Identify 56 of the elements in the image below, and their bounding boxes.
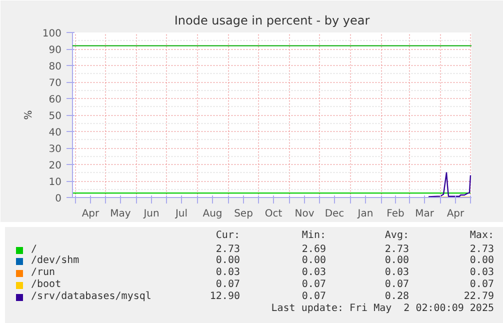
x-tick-label: Oct — [264, 208, 282, 220]
text: 2.69 — [302, 244, 326, 256]
text: 0.00 — [216, 255, 240, 267]
x-tick-label: Jan — [356, 208, 374, 220]
text: 0.07 — [384, 279, 409, 291]
text: Max: — [470, 230, 494, 242]
text: 0.07 — [302, 291, 326, 303]
text: 0.07 — [216, 279, 240, 291]
text: 0.00 — [302, 255, 326, 267]
x-tick-label: Feb — [386, 208, 404, 220]
x-tick-label: Mar — [415, 208, 435, 220]
x-tick-label: Sep — [234, 208, 253, 220]
x-tick-label: Apr — [82, 208, 100, 220]
text: Last update: Fri May 2 02:00:09 2025 — [271, 303, 494, 315]
legend-label: /dev/shm — [31, 255, 80, 267]
y-axis-title: % — [23, 110, 34, 120]
y-tick-label: 100 — [42, 28, 62, 40]
x-tick-label: Jul — [174, 208, 188, 220]
y-tick-label: 60 — [48, 94, 62, 106]
text: Cur: — [216, 230, 240, 242]
y-tick-label: 80 — [48, 62, 62, 72]
text: 0.00 — [384, 255, 409, 267]
x-tick-label: Apr — [446, 208, 466, 220]
y-tick-label: 50 — [48, 111, 62, 122]
text: 0.03 — [384, 267, 409, 279]
x-tick-label: Dec — [324, 208, 344, 220]
legend-label: / — [31, 244, 38, 255]
y-tick-label: 90 — [48, 45, 62, 56]
text: Avg: — [384, 230, 409, 242]
x-tick-label: May — [110, 208, 131, 220]
text: 2.73 — [216, 244, 240, 256]
y-tick-label: 70 — [48, 78, 62, 89]
y-tick-label: 40 — [48, 128, 62, 138]
text: 0.03 — [470, 267, 494, 279]
x-tick-label: Jun — [142, 208, 160, 220]
text: 0.00 — [470, 255, 494, 267]
legend-label: /run — [31, 267, 56, 279]
chart-title: Inode usage in percent - by year — [174, 14, 370, 28]
text: 12.90 — [210, 291, 240, 303]
y-tick-label: 30 — [48, 144, 62, 155]
legend-label: /boot — [31, 279, 62, 291]
text: 0.03 — [216, 267, 240, 279]
text: 22.79 — [464, 291, 494, 303]
text: 0.03 — [302, 267, 326, 279]
text: 2.73 — [470, 244, 494, 256]
text: 0.28 — [384, 291, 409, 303]
legend-label: /srv/databases/mysql — [31, 291, 152, 303]
y-tick-label: 20 — [48, 160, 62, 172]
text: 0.07 — [470, 279, 494, 291]
x-tick-label: Aug — [202, 208, 222, 220]
text: 2.73 — [384, 244, 409, 256]
x-tick-label: Nov — [294, 208, 314, 220]
y-tick-label: 0 — [55, 194, 62, 204]
text: 0.07 — [302, 279, 326, 291]
text: Min: — [302, 230, 326, 242]
y-tick-label: 10 — [48, 177, 62, 188]
